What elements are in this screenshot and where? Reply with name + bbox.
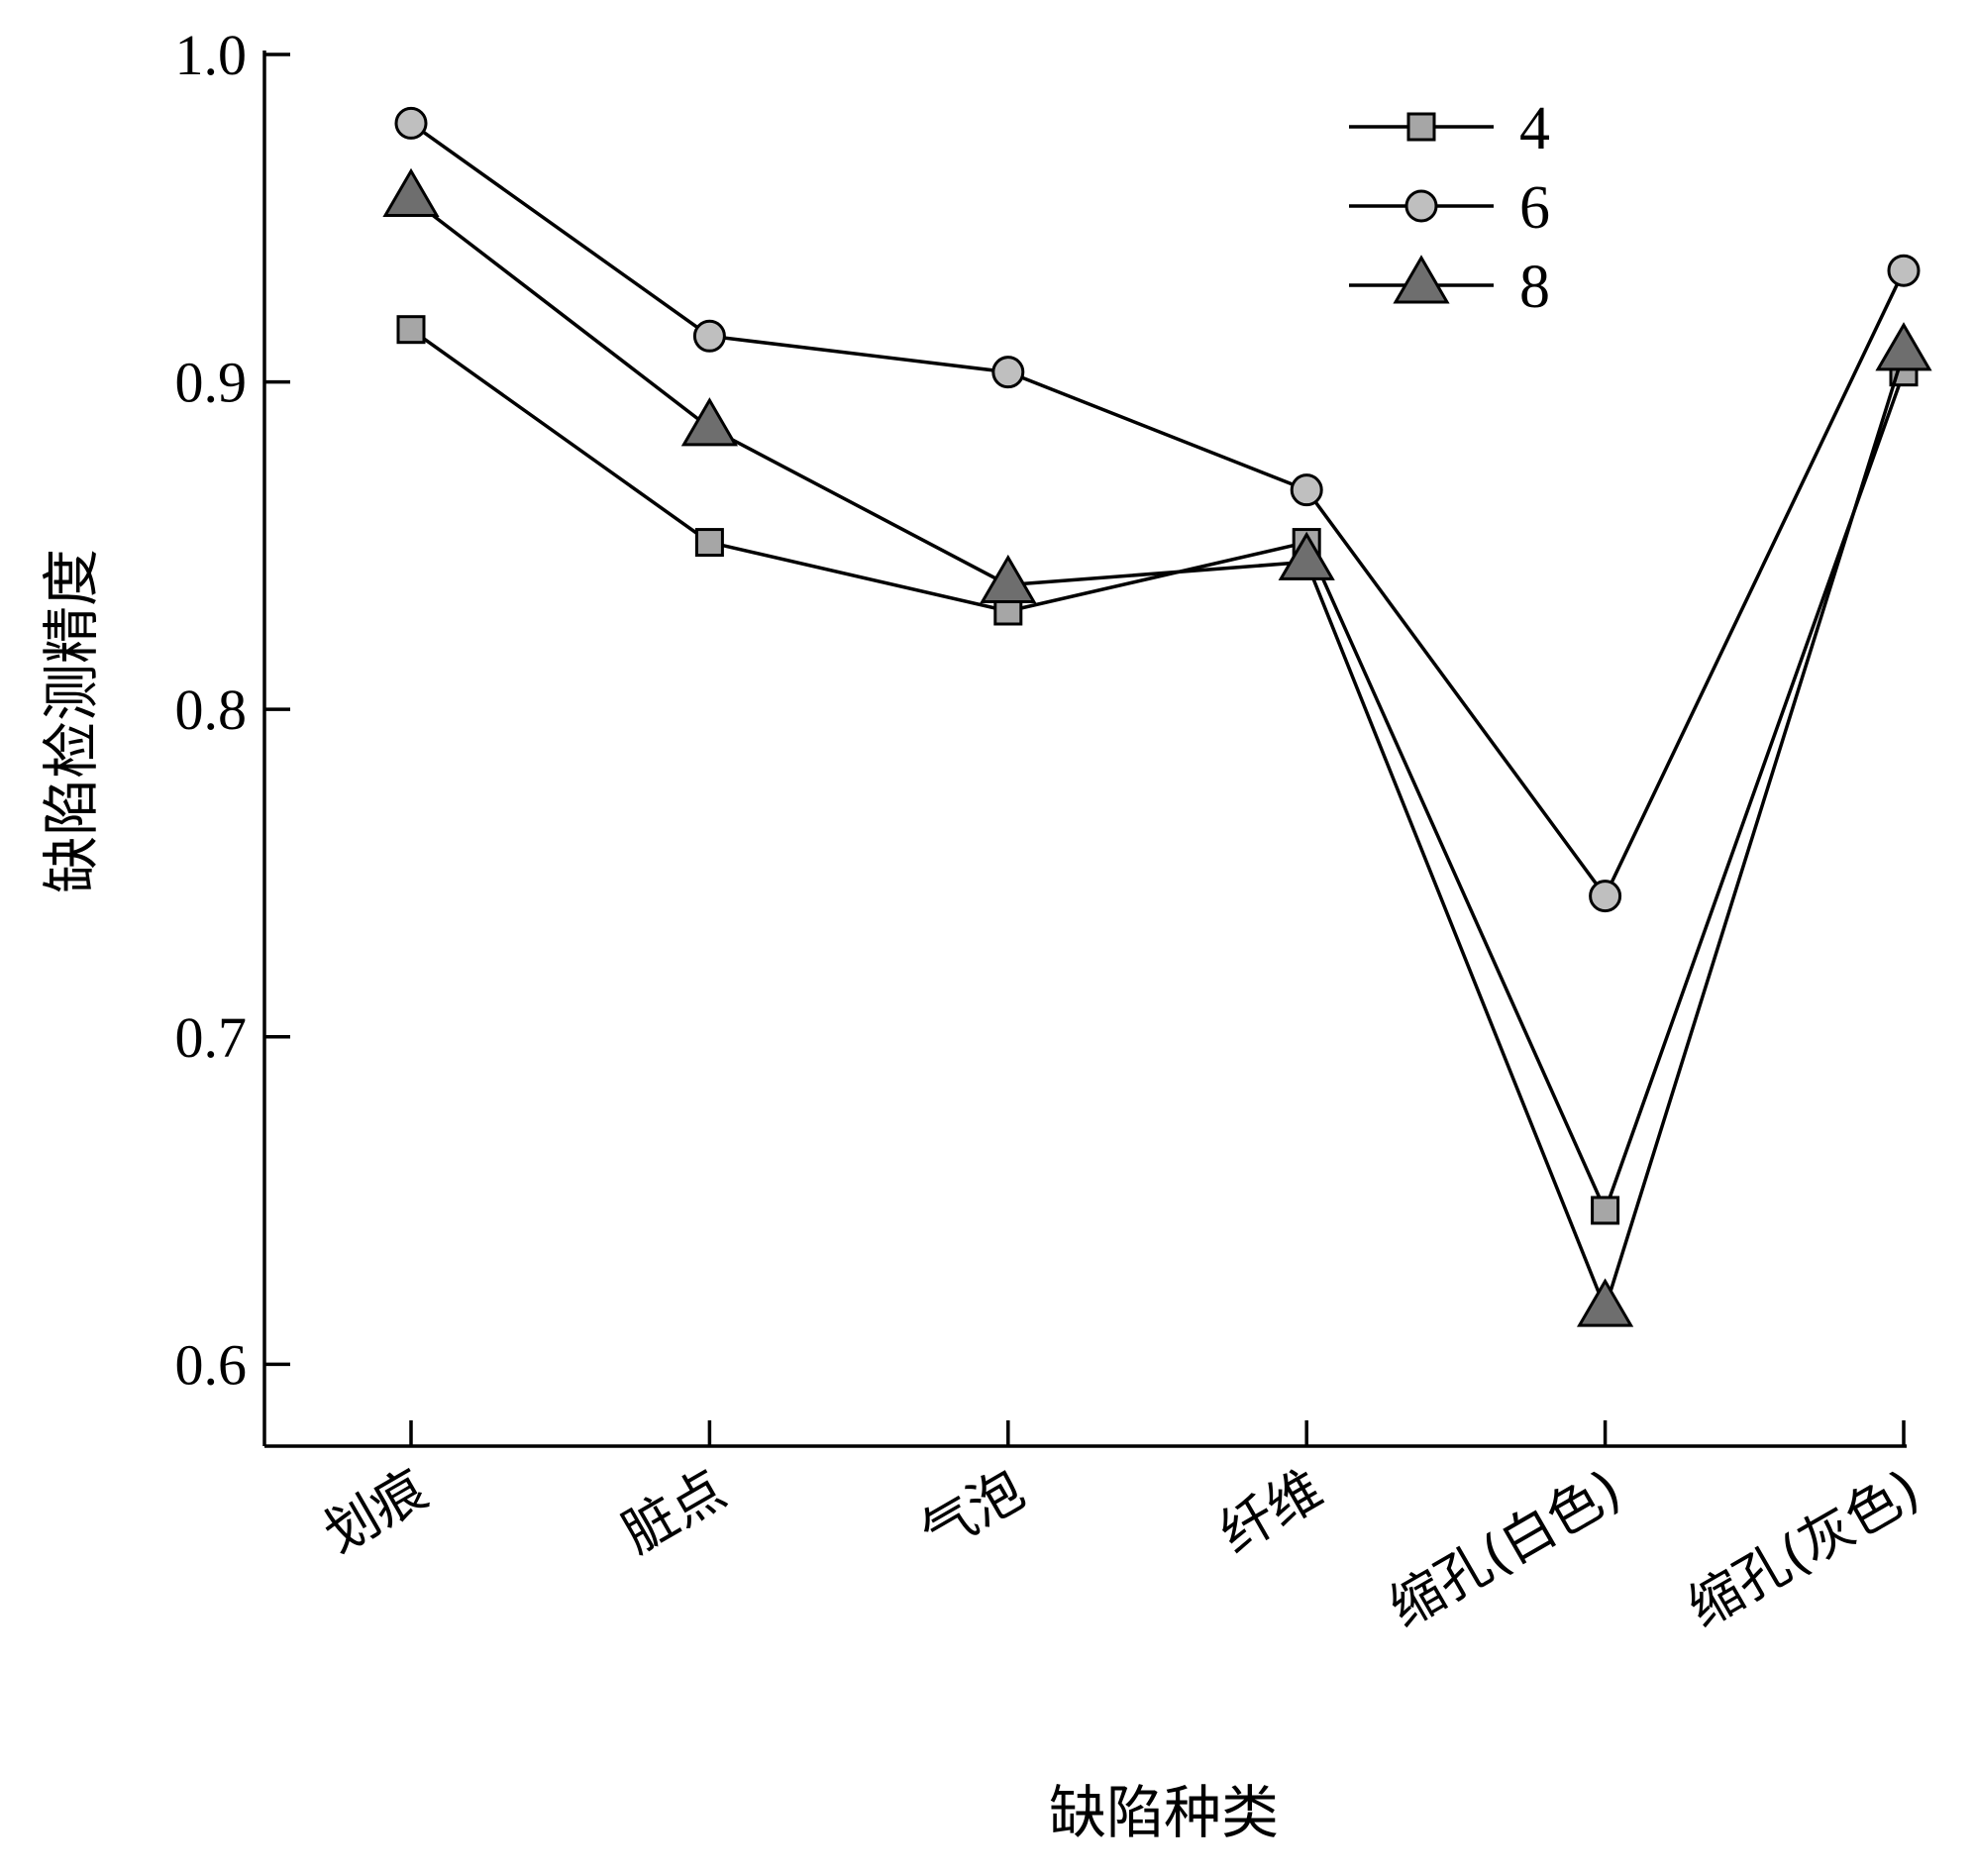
legend-marker-triangle (1393, 255, 1450, 304)
y-axis-title: 缺陷检测精度 (38, 549, 105, 893)
series-group (382, 106, 1932, 1327)
axes (262, 51, 1907, 1448)
legend-item-4: 4 (1349, 95, 1550, 162)
y-tick-label: 0.9 (175, 351, 248, 415)
series-line-4 (409, 328, 1906, 1212)
data-point-6 (1290, 473, 1323, 507)
series-line-6 (409, 121, 1906, 898)
series-4 (396, 315, 1919, 1225)
x-tick-label: 缩孔(灰色) (1677, 1458, 1929, 1640)
data-point-8 (680, 397, 739, 447)
data-point-8 (980, 554, 1037, 604)
legend-label: 6 (1519, 174, 1550, 242)
legend-marker-square (1406, 112, 1436, 142)
data-point-6 (1589, 880, 1622, 913)
y-tick-label: 0.7 (175, 1005, 248, 1070)
series-line-8 (409, 197, 1906, 1310)
data-point-8 (1875, 322, 1932, 371)
x-tick-label: 缩孔(白色) (1379, 1458, 1631, 1640)
x-axis-title: 缺陷种类 (1049, 1779, 1279, 1846)
legend-label: 8 (1519, 254, 1550, 321)
x-ticks: 划痕 脏点 气泡 纤维 缩孔(白色) 缩孔(灰色) (313, 1420, 1930, 1640)
data-point-6 (1887, 254, 1921, 287)
x-tick-label: 气泡 (910, 1458, 1034, 1566)
data-point-8 (382, 167, 440, 217)
legend-label: 4 (1519, 95, 1550, 162)
data-point-8 (1576, 1278, 1634, 1327)
legend-item-8: 8 (1349, 254, 1550, 321)
series-8 (382, 167, 1932, 1327)
data-point-4 (1591, 1196, 1620, 1225)
legend: 4 6 8 (1349, 95, 1550, 321)
data-point-6 (692, 319, 726, 353)
data-point-4 (396, 315, 426, 345)
data-point-8 (1278, 531, 1335, 580)
x-tick-label: 纤维 (1209, 1458, 1333, 1566)
data-point-4 (694, 528, 724, 558)
y-tick-label: 0.8 (175, 677, 248, 742)
y-tick-label: 1.0 (175, 23, 248, 87)
data-point-6 (394, 106, 428, 140)
data-point-6 (991, 356, 1025, 389)
legend-marker-circle (1404, 189, 1438, 223)
y-tick-label: 0.6 (175, 1332, 248, 1397)
y-ticks: 0.6 0.7 0.8 0.9 1.0 (175, 23, 290, 1397)
x-tick-label: 划痕 (313, 1458, 437, 1566)
legend-item-6: 6 (1349, 174, 1550, 242)
series-6 (394, 106, 1921, 913)
x-tick-label: 脏点 (612, 1458, 736, 1566)
